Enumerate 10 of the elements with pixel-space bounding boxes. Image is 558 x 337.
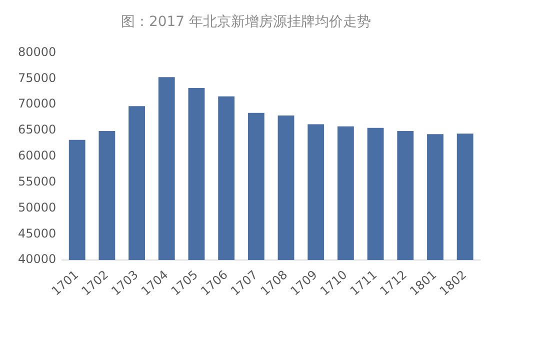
y-tick-label: 70000 [18,96,56,111]
y-tick-label: 55000 [18,174,56,188]
y-tick-label: 75000 [18,70,56,85]
y-tick-label: 50000 [18,200,56,214]
y-tick-label: 80000 [18,44,56,59]
y-tick-label: 45000 [18,226,56,240]
y-tick-label: 60000 [18,148,56,163]
chart-title: 图：2017 年北京新增房源挂牌均价走势 [120,14,372,30]
y-tick-label: 40000 [18,252,56,266]
y-tick-label: 65000 [18,122,56,137]
